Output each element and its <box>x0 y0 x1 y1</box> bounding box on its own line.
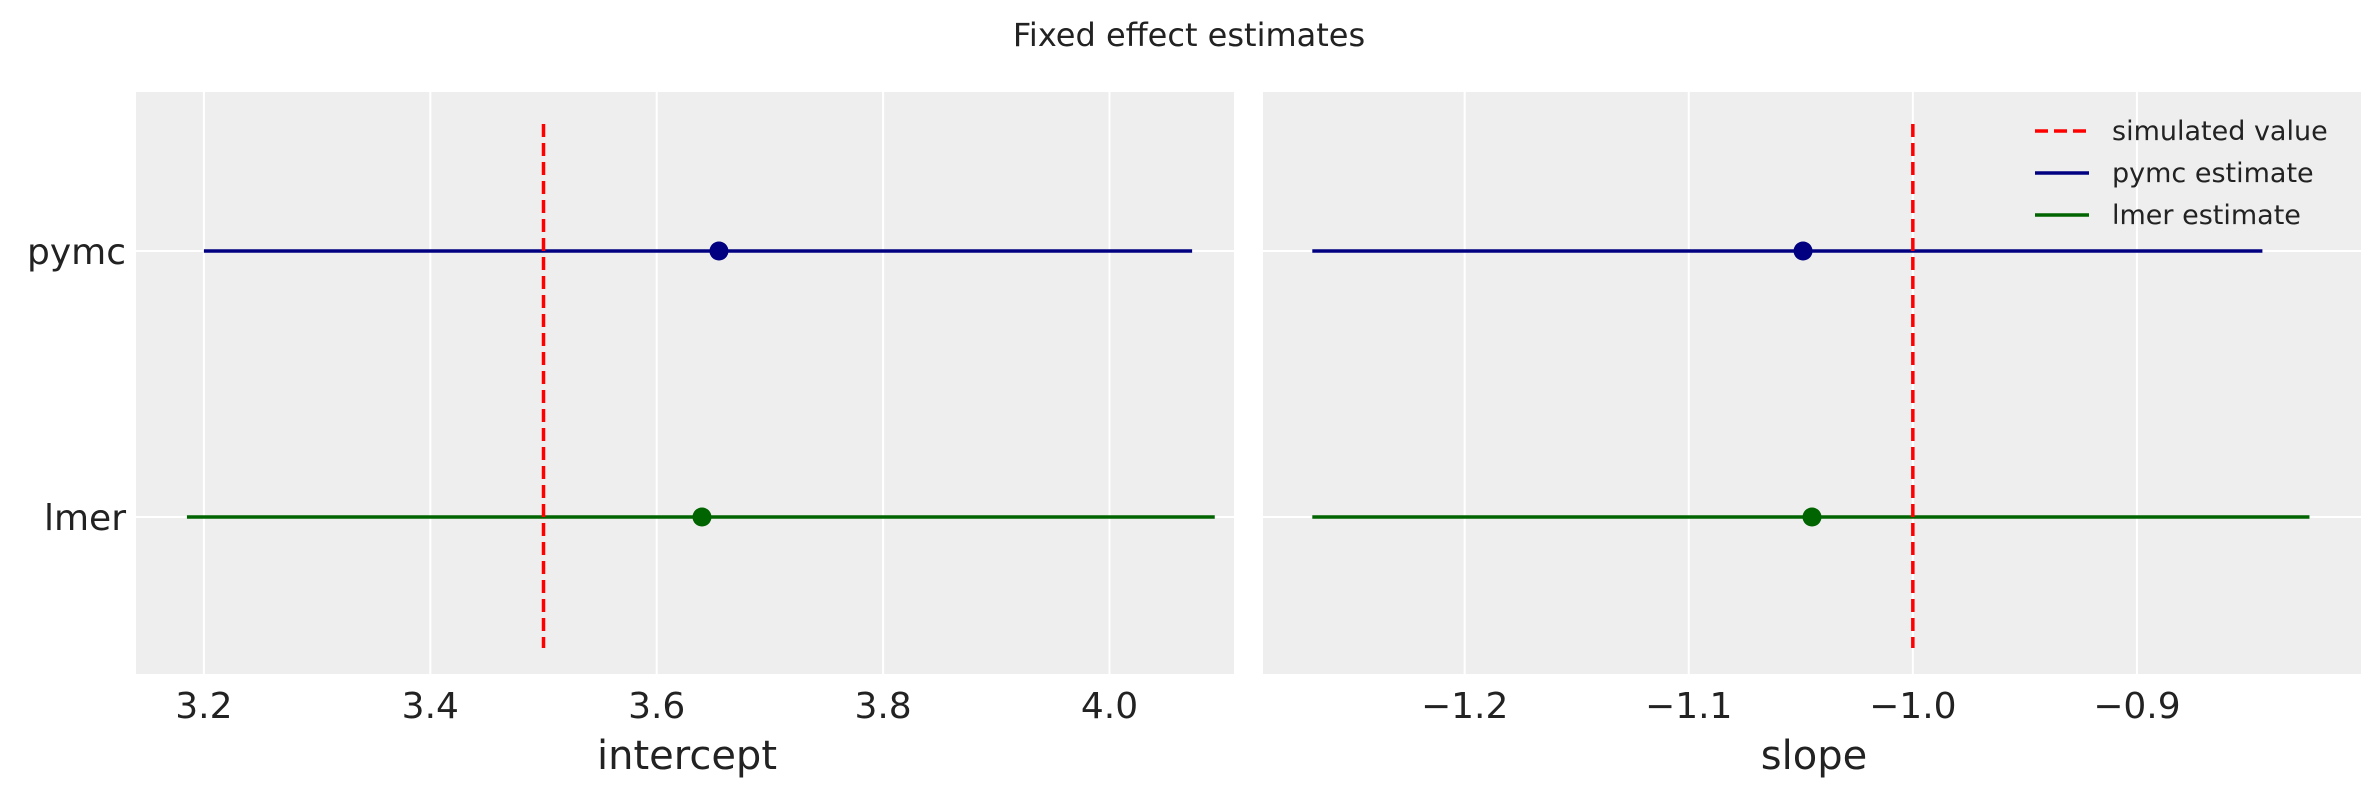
y-tick-label-pymc: pymc <box>27 232 126 273</box>
y-tick-label-lmer: lmer <box>44 498 126 539</box>
legend-label: pymc estimate <box>2112 158 2314 189</box>
x-tick-label: −1.1 <box>1645 686 1732 727</box>
legend-label: lmer estimate <box>2112 200 2301 231</box>
estimate-point-pymc <box>709 241 729 261</box>
panel-2: −1.2 −1.1 −1.0 −0.9 slope simulated value pymc… <box>1263 92 2361 779</box>
x-tick-label: −1.2 <box>1421 686 1508 727</box>
x-axis-label: slope <box>1761 733 1867 779</box>
figure-title: Fixed effect estimates <box>1013 16 1365 54</box>
x-tick-label: −0.9 <box>2093 686 2180 727</box>
x-axis-label: intercept <box>597 733 777 779</box>
estimate-point-pymc <box>1793 241 1813 261</box>
x-tick-label: 3.6 <box>628 686 685 727</box>
x-tick-label: 3.8 <box>854 686 911 727</box>
plot-area <box>1263 92 2361 674</box>
estimate-point-lmer <box>1802 507 1822 527</box>
x-tick-label: 3.4 <box>402 686 459 727</box>
plot-area <box>136 92 1234 674</box>
legend: simulated value pymc estimate lmer estimat… <box>2035 116 2328 231</box>
x-tick-label: 4.0 <box>1081 686 1138 727</box>
x-tick-label: 3.2 <box>175 686 232 727</box>
x-tick-label: −1.0 <box>1869 686 1956 727</box>
panel-1: 3.2 3.4 3.6 3.8 4.0 pymc lmer intercept <box>27 92 1234 779</box>
estimate-point-lmer <box>692 507 712 527</box>
legend-label: simulated value <box>2112 116 2328 147</box>
